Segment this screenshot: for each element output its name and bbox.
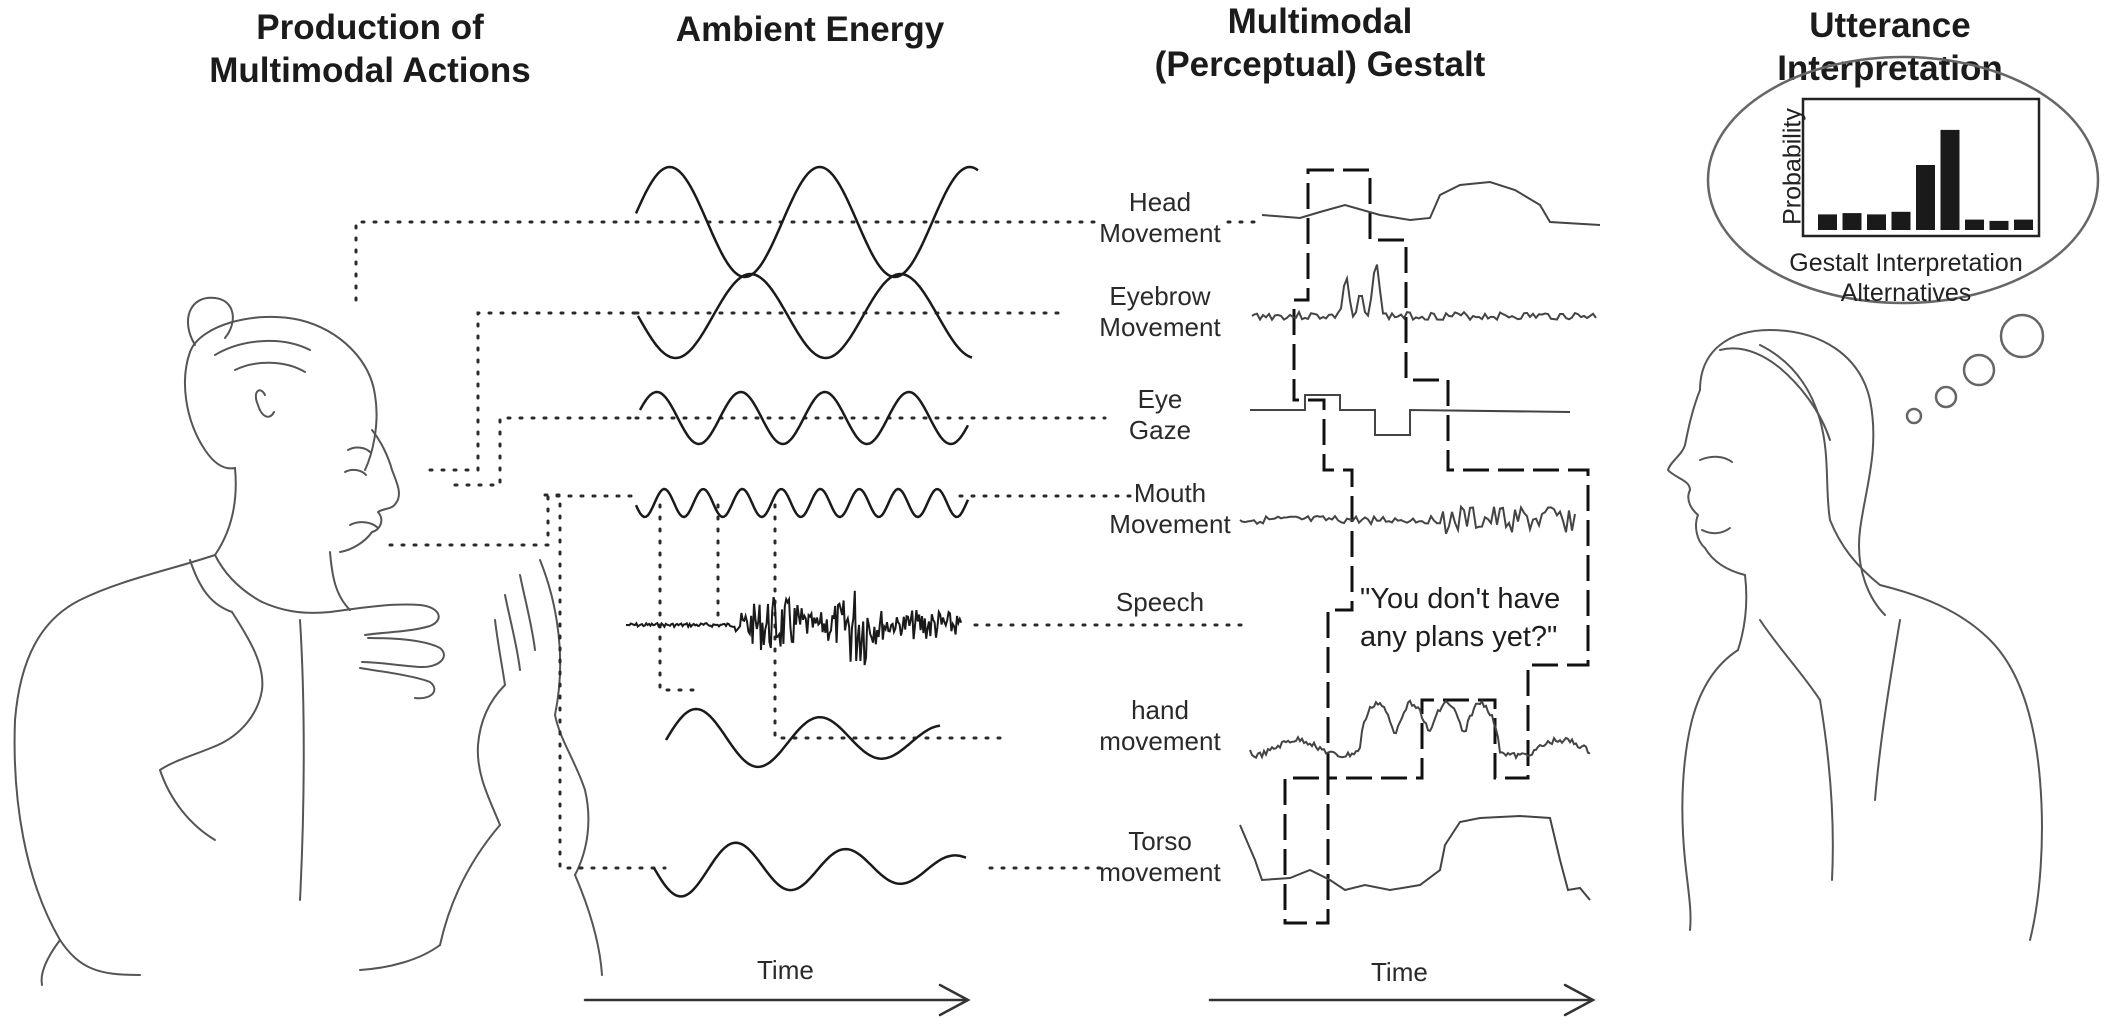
ambient-wave bbox=[638, 390, 970, 446]
bubble-bars bbox=[1818, 129, 2033, 230]
bubble-bar bbox=[1940, 129, 1960, 230]
bubble-bar bbox=[1891, 211, 1911, 230]
label-torso-movement: Torso movement bbox=[1099, 826, 1221, 887]
label-eyebrow-movement: Eyebrow Movement bbox=[1099, 281, 1221, 342]
label-mouth-movement: Mouth Movement bbox=[1109, 478, 1231, 539]
ambient-wave bbox=[652, 841, 967, 898]
speaker-illustration bbox=[13, 296, 603, 986]
bubble-bar bbox=[1842, 213, 1862, 230]
ambient-energy-waves bbox=[626, 165, 979, 898]
label-hand-movement: hand movement bbox=[1099, 695, 1221, 756]
gestalt-outline bbox=[1283, 168, 1590, 925]
trace-hand bbox=[1249, 699, 1591, 761]
bubble-bar bbox=[2014, 219, 2033, 230]
label-eye-gaze: Eye Gaze bbox=[1128, 384, 1192, 445]
label-head-movement: Head Movement bbox=[1099, 187, 1221, 248]
label-speech: Speech bbox=[1115, 587, 1205, 617]
trace-torso bbox=[1239, 814, 1591, 901]
time-label-right: Time bbox=[1371, 957, 1428, 987]
trace-eye-gaze bbox=[1250, 394, 1571, 436]
bubble-chart-frame bbox=[1801, 97, 2041, 238]
bubble-ylabel: Probability bbox=[1778, 108, 1807, 225]
bubble-bar bbox=[1867, 214, 1886, 230]
header-ambient-energy: Ambient Energy bbox=[675, 10, 945, 49]
connector-lines-middle bbox=[634, 220, 1257, 870]
thought-bubble bbox=[1706, 55, 2100, 425]
speech-waveform bbox=[626, 590, 963, 666]
header-production: Production of Multimodal Actions bbox=[209, 8, 531, 90]
bubble-bar bbox=[1818, 214, 1837, 230]
trace-mouth bbox=[1239, 504, 1576, 535]
connector-lines-left bbox=[354, 220, 1247, 870]
bubble-bar bbox=[1916, 165, 1935, 230]
ambient-wave bbox=[636, 272, 973, 360]
trace-eyebrow bbox=[1251, 264, 1597, 322]
utterance-quote: "You don't have any plans yet?" bbox=[1360, 583, 1561, 653]
header-utterance: Utterance Interpretation bbox=[1777, 6, 2003, 88]
ambient-wave bbox=[634, 165, 979, 279]
time-arrows bbox=[583, 983, 1596, 1017]
listener-illustration bbox=[1667, 329, 2043, 941]
bubble-bar bbox=[1989, 220, 2009, 230]
ambient-wave bbox=[664, 707, 941, 769]
gestalt-traces bbox=[1239, 180, 1601, 901]
header-gestalt: Multimodal (Perceptual) Gestalt bbox=[1154, 2, 1486, 84]
trace-head bbox=[1261, 180, 1601, 226]
bubble-bar bbox=[1965, 219, 1984, 230]
ambient-wave bbox=[634, 487, 970, 519]
time-label-left: Time bbox=[757, 955, 814, 985]
bubble-caption: Gestalt Interpretation Alternatives bbox=[1789, 249, 2023, 307]
